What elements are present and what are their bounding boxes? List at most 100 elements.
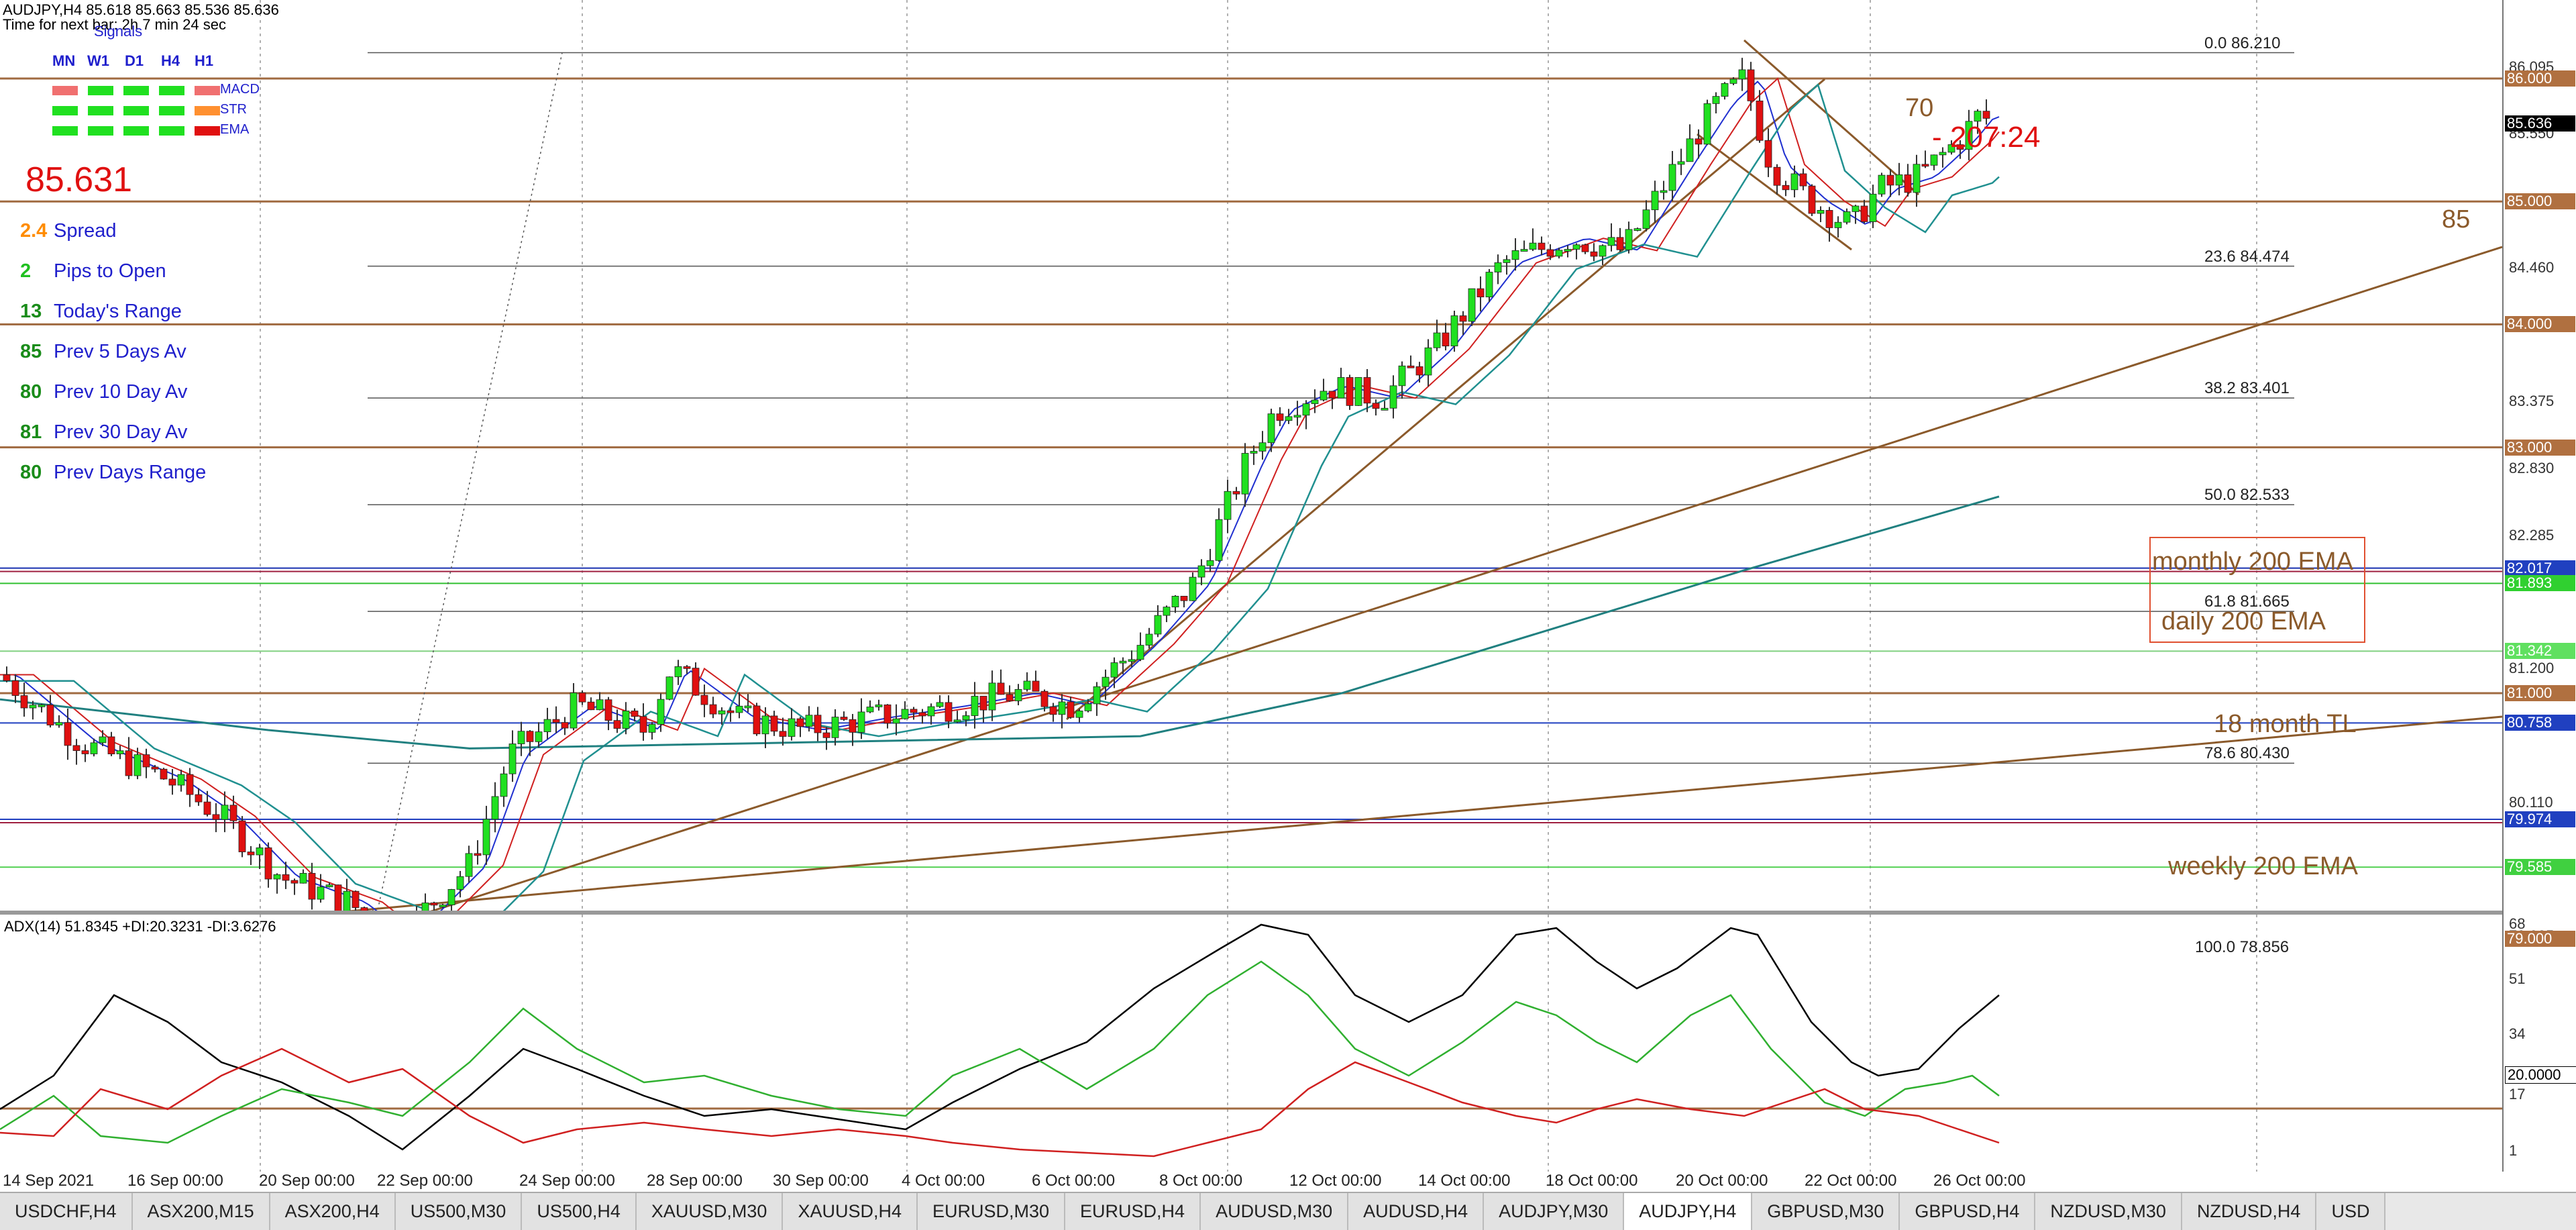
time-tick-label: 16 Sep 00:00 <box>127 1172 223 1190</box>
tab-audusd-m30[interactable]: AUDUSD,M30 <box>1201 1193 1349 1230</box>
time-tick-label: 24 Sep 00:00 <box>519 1172 615 1190</box>
time-tick-label: 26 Oct 00:00 <box>1933 1172 2026 1190</box>
time-tick-label: 4 Oct 00:00 <box>902 1172 985 1190</box>
price-level-marker: 84.000 <box>2505 316 2575 333</box>
annotation-countdown: - 207:24 <box>1932 121 2041 154</box>
adx-axis-label: 68 <box>2509 915 2526 932</box>
annotation-daily-ema: daily 200 EMA <box>2161 607 2326 635</box>
adx-axis-label: 1 <box>2509 1142 2518 1159</box>
signal-bar <box>159 106 184 115</box>
adx-title: ADX(14) 51.8345 +DI:20.3231 -DI:3.6276 <box>4 918 276 935</box>
adx-axis-label: 34 <box>2509 1025 2526 1042</box>
adx-indicator-pane[interactable] <box>0 915 2502 1172</box>
price-level-marker: 81.342 <box>2505 643 2575 660</box>
stat-label: Prev 10 Day Av <box>54 381 188 403</box>
stat-value: 81 <box>20 421 42 443</box>
tab-asx200-m15[interactable]: ASX200,M15 <box>132 1193 270 1230</box>
tab-usd[interactable]: USD <box>2316 1193 2386 1230</box>
time-tick-label: 6 Oct 00:00 <box>1032 1172 1116 1190</box>
tab-xauusd-m30[interactable]: XAUUSD,M30 <box>636 1193 784 1230</box>
fib-level-label: 100.0 78.856 <box>2195 937 2290 956</box>
annotation-weekly-ema: weekly 200 EMA <box>2168 852 2359 880</box>
signal-bar <box>195 106 220 115</box>
stat-value: 85 <box>20 341 42 362</box>
tab-usdchf-h4[interactable]: USDCHF,H4 <box>0 1193 133 1230</box>
stat-value: 80 <box>20 381 42 403</box>
stat-value: 2 <box>20 260 32 282</box>
tab-audjpy-m30[interactable]: AUDJPY,M30 <box>1484 1193 1625 1230</box>
signal-tf-h1: H1 <box>195 52 214 69</box>
stat-value: 80 <box>20 462 42 483</box>
adx-grid <box>0 915 2502 1172</box>
annotation-70: 70 <box>1905 94 1934 122</box>
price-level-marker: 79.000 <box>2505 931 2575 947</box>
price-level-marker: 85.636 <box>2505 115 2575 132</box>
adx-axis-label: 17 <box>2509 1086 2526 1103</box>
tab-audusd-h4[interactable]: AUDUSD,H4 <box>1348 1193 1485 1230</box>
current-price: 85.631 <box>25 160 133 199</box>
tab-gbpusd-m30[interactable]: GBPUSD,M30 <box>1752 1193 1900 1230</box>
signal-bar <box>159 86 184 95</box>
signal-tf-h4: H4 <box>161 52 180 69</box>
price-level-marker: 79.585 <box>2505 859 2575 876</box>
signal-bar <box>195 126 220 136</box>
stat-value: 2.4 <box>20 220 48 242</box>
adx-axis-label: 51 <box>2509 970 2526 987</box>
signal-tf-d1: D1 <box>125 52 144 69</box>
moving-averages <box>0 77 2000 911</box>
time-tick-label: 18 Oct 00:00 <box>1546 1172 1638 1190</box>
tab-us500-m30[interactable]: US500,M30 <box>395 1193 523 1230</box>
fib-level-label: 38.2 83.401 <box>2204 379 2290 398</box>
symbol-header: AUDJPY,H4 85.618 85.663 85.536 85.636 <box>3 1 279 18</box>
price-tick-label: 81.200 <box>2509 660 2555 677</box>
tab-gbpusd-h4[interactable]: GBPUSD,H4 <box>1900 1193 2036 1230</box>
time-tick-label: 30 Sep 00:00 <box>773 1172 869 1190</box>
signal-bar <box>88 86 113 95</box>
tab-us500-h4[interactable]: US500,H4 <box>522 1193 637 1230</box>
adx-lines <box>0 923 2000 1158</box>
price-axis[interactable]: 86.095 85.550 84.460 83.375 82.830 82.285 81.2… <box>2502 0 2576 1172</box>
signal-label-macd: MACD <box>220 82 260 97</box>
tab-nzdusd-h4[interactable]: NZDUSD,H4 <box>2182 1193 2317 1230</box>
time-tick-label: 14 Sep 2021 <box>3 1172 95 1190</box>
signal-bar <box>123 106 149 115</box>
price-level-marker: 80.758 <box>2505 715 2575 731</box>
horizontal-levels <box>0 52 2502 911</box>
price-tick-label: 82.830 <box>2509 459 2555 476</box>
price-tick-label: 80.110 <box>2509 794 2553 811</box>
price-level-marker: 83.000 <box>2505 439 2575 456</box>
pane-separator[interactable] <box>0 911 2502 915</box>
time-tick-label: 28 Sep 00:00 <box>647 1172 743 1190</box>
signal-bar <box>52 86 78 95</box>
stat-label: Prev 5 Days Av <box>54 341 186 362</box>
fib-level-label: 61.8 81.665 <box>2204 593 2290 611</box>
time-tick-label: 20 Sep 00:00 <box>259 1172 355 1190</box>
tab-xauusd-h4[interactable]: XAUUSD,H4 <box>783 1193 918 1230</box>
price-tick-label: 82.285 <box>2509 526 2555 544</box>
tab-audjpy-h4[interactable]: AUDJPY,H4 <box>1624 1193 1753 1230</box>
annotation-18-month-tl: 18 month TL <box>2214 710 2357 738</box>
fib-level-label: 0.0 86.210 <box>2204 34 2281 52</box>
signal-bar <box>52 126 78 136</box>
stat-label: Prev Days Range <box>54 462 207 483</box>
signal-bar <box>52 106 78 115</box>
tab-eurusd-h4[interactable]: EURUSD,H4 <box>1065 1193 1201 1230</box>
signal-label-str: STR <box>220 102 247 117</box>
price-tick-label: 83.375 <box>2509 392 2555 409</box>
tab-asx200-h4[interactable]: ASX200,H4 <box>270 1193 396 1230</box>
ema-annotation-box <box>2149 537 2365 643</box>
fib-level-label: 78.6 80.430 <box>2204 744 2290 763</box>
time-tick-label: 20 Oct 00:00 <box>1676 1172 1768 1190</box>
time-tick-label: 8 Oct 00:00 <box>1159 1172 1243 1190</box>
price-tick-label: 84.460 <box>2509 259 2555 276</box>
signal-bar <box>123 126 149 136</box>
price-chart[interactable] <box>0 0 2502 911</box>
time-tick-label: 22 Oct 00:00 <box>1805 1172 1897 1190</box>
signal-tf-mn: MN <box>52 52 76 69</box>
bar-timer: Time for next bar: 2h 7 min 24 sec <box>3 16 226 33</box>
time-axis[interactable]: 14 Sep 2021 16 Sep 00:00 20 Sep 00:00 22 Se… <box>0 1172 2502 1192</box>
tab-nzdusd-m30[interactable]: NZDUSD,M30 <box>2035 1193 2182 1230</box>
stat-label: Spread <box>54 220 117 242</box>
tab-eurusd-m30[interactable]: EURUSD,M30 <box>918 1193 1066 1230</box>
signal-tf-w1: W1 <box>87 52 109 69</box>
